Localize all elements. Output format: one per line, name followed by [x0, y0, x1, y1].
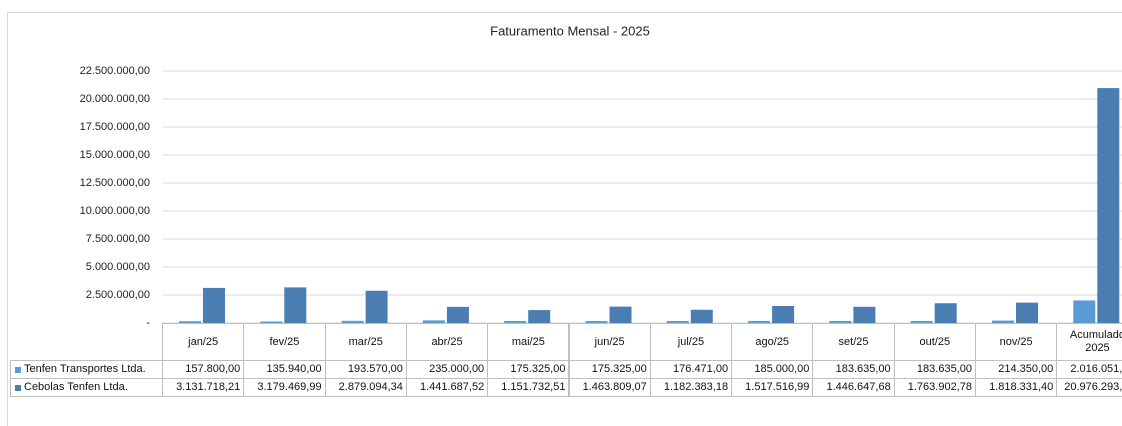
- table-value: 1.763.902,78: [893, 378, 976, 397]
- bar: [934, 303, 957, 323]
- table-value: 1.441.687,52: [405, 378, 489, 397]
- x-tick-label: jun/25: [568, 323, 651, 360]
- bar: [422, 320, 445, 323]
- legend-entry: Cebolas Tenfen Ltda.: [10, 378, 163, 397]
- y-tick-label: 17.500.000,00: [80, 121, 150, 133]
- table-value: 1.818.331,40: [975, 378, 1058, 397]
- x-tick-label: mar/25: [324, 323, 407, 360]
- bar: [365, 290, 388, 323]
- bar: [772, 306, 795, 323]
- x-tick-label: mai/25: [487, 323, 570, 360]
- x-tick-label: fev/25: [243, 323, 326, 360]
- bar: [1016, 302, 1038, 323]
- legend-key: [15, 384, 21, 391]
- table-value: 183.635,00: [893, 360, 976, 379]
- legend-label: Tenfen Transportes Ltda.: [24, 363, 146, 375]
- bar: [690, 309, 713, 323]
- bar: [748, 320, 771, 323]
- table-value: 1.517.516,99: [731, 378, 814, 397]
- bar: [829, 320, 852, 323]
- table-value: 185.000,00: [731, 360, 814, 379]
- x-tick-label: out/25: [893, 323, 976, 360]
- table-value: 1.151.732,51: [487, 378, 570, 397]
- table-value: 214.350,00: [975, 360, 1058, 379]
- bar: [585, 321, 608, 323]
- y-tick-label: 2.500.000,00: [86, 289, 150, 301]
- x-tick-label: jul/25: [649, 323, 733, 360]
- table-value: 183.635,00: [812, 360, 895, 379]
- y-tick-label: 7.500.000,00: [86, 233, 150, 245]
- table-value: 193.570,00: [324, 360, 407, 379]
- y-tick-label: 20.000.000,00: [80, 93, 150, 105]
- bar: [609, 306, 632, 323]
- table-value: 20.976.293,67: [1056, 378, 1122, 397]
- legend-label: Cebolas Tenfen Ltda.: [24, 381, 128, 393]
- table-value: 1.446.647,68: [812, 378, 895, 397]
- table-value: 157.800,00: [162, 360, 245, 379]
- bar: [203, 287, 225, 323]
- chart-title: Faturamento Mensal - 2025: [490, 23, 650, 38]
- table-value: 2.879.094,34: [324, 378, 407, 397]
- y-tick-label: 15.000.000,00: [80, 149, 150, 161]
- y-tick-label: 5.000.000,00: [86, 261, 150, 273]
- legend-key: [15, 366, 21, 373]
- y-tick-label: 12.500.000,00: [80, 177, 150, 189]
- bar: [992, 320, 1014, 323]
- bar: [1073, 300, 1096, 323]
- bar: [853, 306, 876, 323]
- y-tick-label: -: [146, 317, 150, 329]
- bar: [446, 306, 469, 323]
- bar: [284, 287, 307, 323]
- x-tick-label: nov/25: [975, 323, 1058, 360]
- x-tick-label: jan/25: [162, 323, 245, 360]
- x-tick-label: Acumulado 2025: [1056, 323, 1122, 360]
- bar: [910, 320, 933, 323]
- bar: [528, 310, 551, 323]
- chart-frame: [7, 12, 1122, 426]
- x-tick-label: abr/25: [405, 323, 489, 360]
- table-value: 176.471,00: [649, 360, 733, 379]
- x-tick-label: ago/25: [731, 323, 814, 360]
- table-value: 1.463.809,07: [568, 378, 651, 397]
- bar: [179, 321, 201, 323]
- table-value: 1.182.383,18: [649, 378, 733, 397]
- legend-entry: Tenfen Transportes Ltda.: [10, 360, 163, 379]
- table-value: 2.016.051,00: [1056, 360, 1122, 379]
- bar: [341, 320, 364, 323]
- bar: [504, 321, 527, 323]
- table-value: 135.940,00: [243, 360, 326, 379]
- y-tick-label: 10.000.000,00: [80, 205, 150, 217]
- table-value: 175.325,00: [568, 360, 651, 379]
- bar: [1097, 88, 1120, 323]
- bar: [260, 321, 283, 323]
- x-tick-label: set/25: [812, 323, 895, 360]
- bar: [666, 321, 689, 323]
- table-value: 3.131.718,21: [162, 378, 245, 397]
- table-value: 175.325,00: [487, 360, 570, 379]
- table-value: 3.179.469,99: [243, 378, 326, 397]
- table-value: 235.000,00: [405, 360, 489, 379]
- y-tick-label: 22.500.000,00: [80, 65, 150, 77]
